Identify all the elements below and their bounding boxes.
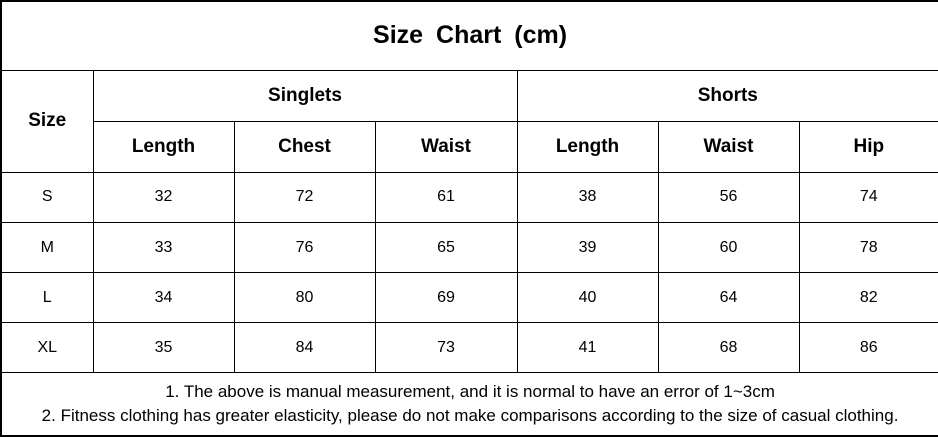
group-header-row: Size Singlets Shorts: [0, 69, 938, 173]
data-cell: 34: [92, 272, 235, 324]
data-cell: 78: [798, 221, 938, 274]
size-label-m: M: [0, 221, 94, 274]
column-header-shorts-hip: Hip: [798, 120, 938, 173]
title-row: Size Chart (cm): [0, 0, 938, 71]
data-cell: 40: [516, 272, 659, 324]
column-header-singlets-length: Length: [92, 120, 235, 173]
data-cell: 35: [92, 322, 235, 374]
table-row-l: L 34 80 69 40 64 82: [0, 272, 938, 324]
size-column-header: Size: [0, 69, 94, 173]
data-cell: 64: [657, 272, 800, 324]
column-header-singlets-chest: Chest: [233, 120, 376, 173]
data-cell: 76: [233, 221, 376, 274]
data-cell: 74: [798, 171, 938, 223]
column-header-row: Length Chest Waist Length Waist Hip: [1, 120, 938, 173]
column-header-shorts-length: Length: [516, 120, 659, 173]
data-cell: 65: [374, 221, 518, 274]
data-cell: 61: [374, 171, 518, 223]
data-cell: 56: [657, 171, 800, 223]
data-cell: 38: [516, 171, 659, 223]
data-cell: 84: [233, 322, 376, 374]
data-cell: 60: [657, 221, 800, 274]
column-header-shorts-waist: Waist: [657, 120, 800, 173]
size-label-s: S: [0, 171, 94, 223]
data-cell: 82: [798, 272, 938, 324]
data-cell: 41: [516, 322, 659, 374]
data-cell: 32: [92, 171, 235, 223]
table-row-s: S 32 72 61 38 56 74: [0, 171, 938, 223]
page-title: Size Chart (cm): [0, 0, 938, 71]
data-cell: 68: [657, 322, 800, 374]
data-cell: 69: [374, 272, 518, 324]
data-cell: 73: [374, 322, 518, 374]
group-header-shorts: Shorts: [516, 69, 938, 122]
table-row-xl: XL 35 84 73 41 68 86: [0, 322, 938, 374]
data-cell: 33: [92, 221, 235, 274]
group-header-singlets: Singlets: [92, 69, 518, 122]
data-cell: 80: [233, 272, 376, 324]
size-label-l: L: [0, 272, 94, 324]
note-measurement-error: 1. The above is manual measurement, and …: [165, 381, 775, 401]
notes-row: 1. The above is manual measurement, and …: [0, 372, 938, 437]
note-elasticity: 2. Fitness clothing has greater elastici…: [41, 406, 899, 426]
table-row-m: M 33 76 65 39 60 78: [0, 221, 938, 274]
notes-cell: 1. The above is manual measurement, and …: [0, 372, 938, 437]
data-cell: 72: [233, 171, 376, 223]
column-header-singlets-waist: Waist: [374, 120, 518, 173]
data-cell: 39: [516, 221, 659, 274]
size-label-xl: XL: [0, 322, 94, 374]
data-cell: 86: [798, 322, 938, 374]
